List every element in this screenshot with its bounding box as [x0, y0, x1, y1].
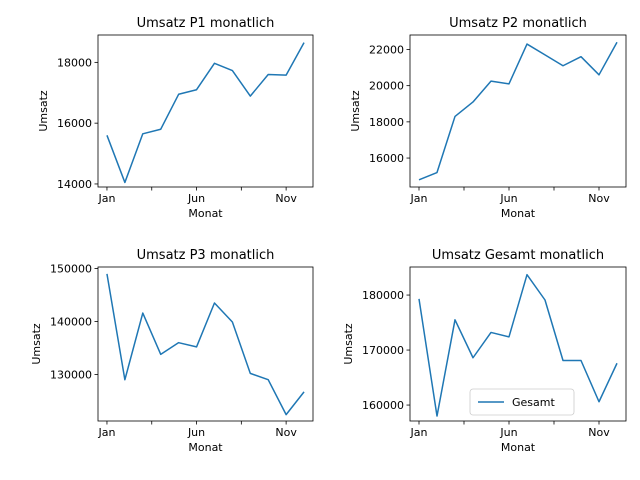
x-tick-label: Jan	[97, 192, 115, 205]
x-tick-label: Nov	[275, 426, 297, 439]
y-tick-label: 16000	[57, 117, 92, 130]
axes-frame	[409, 266, 627, 422]
series-line-3-1	[106, 273, 305, 416]
x-tick-label: Jan	[97, 426, 115, 439]
axes-frame	[97, 34, 314, 188]
y-tick-label: 160000	[362, 399, 404, 412]
subplot-3: Jan Jun Nov 130000 140000 150000 Umsatz P3 mon…	[30, 248, 314, 454]
axes-frame	[97, 266, 314, 422]
y-tick-label: 130000	[50, 368, 92, 381]
y-tick-label: 180000	[362, 289, 404, 302]
series-line-1-1	[106, 42, 305, 184]
y-tick-label: 140000	[50, 316, 92, 329]
x-tick-label: Jun	[499, 426, 517, 439]
x-tick-label: Jan	[410, 192, 428, 205]
x-tick-label: Nov	[588, 426, 610, 439]
series-line-2-1	[418, 41, 618, 181]
y-tick-label: 14000	[57, 178, 92, 191]
y-tick-label: 18000	[369, 116, 404, 129]
x-axis-label: Monat	[188, 207, 223, 220]
legend-label: Gesamt	[512, 396, 555, 409]
chart-title: Umsatz P1 monatlich	[137, 16, 275, 31]
y-axis-label: Umsatz	[342, 323, 355, 365]
y-tick-label: 150000	[50, 263, 92, 276]
x-axis-label: Monat	[501, 441, 536, 454]
chart-title: Umsatz P3 monatlich	[137, 248, 275, 263]
x-tick-label: Jun	[187, 426, 205, 439]
legend: Gesamt	[469, 388, 575, 416]
subplot-2: Jan Jun Nov 16000 18000 20000 22000 Umsatz P2 m…	[349, 16, 627, 220]
y-axis-label: Umsatz	[30, 323, 43, 365]
axes-frame	[409, 34, 627, 188]
x-tick-label: Jan	[410, 426, 428, 439]
x-tick-label: Nov	[588, 192, 610, 205]
x-tick-label: Nov	[275, 192, 297, 205]
subplot-1: Jan Jun Nov 14000 16000 18000 Umsatz P1 monatl…	[37, 16, 314, 220]
x-tick-label: Jun	[187, 192, 205, 205]
series-line-4-1	[418, 273, 618, 417]
y-axis-label: Umsatz	[349, 90, 362, 132]
y-tick-label: 16000	[369, 152, 404, 165]
chart-title: Umsatz P2 monatlich	[449, 16, 587, 31]
chart-title: Umsatz Gesamt monatlich	[432, 248, 604, 263]
legend-box	[469, 388, 575, 416]
y-tick-label: 22000	[369, 43, 404, 56]
y-tick-label: 20000	[369, 80, 404, 93]
subplot-4: Jan Jun Nov 160000 170000 180000 Umsatz Gesamt…	[342, 248, 627, 454]
y-tick-label: 170000	[362, 344, 404, 357]
x-tick-label: Jun	[499, 192, 517, 205]
y-axis-label: Umsatz	[37, 90, 50, 132]
x-axis-label: Monat	[501, 207, 536, 220]
x-axis-label: Monat	[188, 441, 223, 454]
y-tick-label: 18000	[57, 56, 92, 69]
